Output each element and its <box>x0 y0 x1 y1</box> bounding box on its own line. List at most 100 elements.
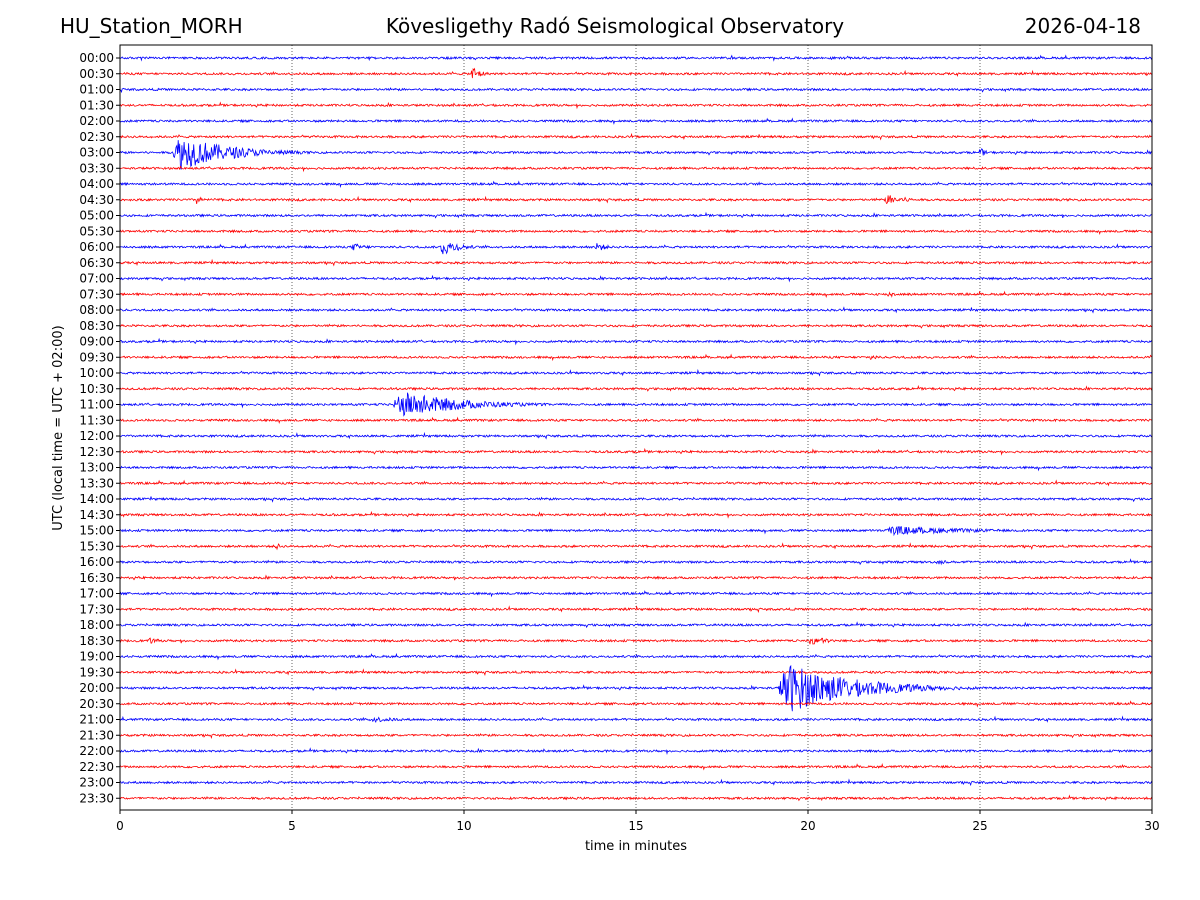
x-tick-label: 25 <box>972 819 987 833</box>
y-tick-label: 03:00 <box>79 146 114 160</box>
trace-2300 <box>119 778 1153 787</box>
trace-1830 <box>119 637 1153 645</box>
x-tick-label: 10 <box>456 819 471 833</box>
trace-1800 <box>119 621 1153 629</box>
y-tick-label: 12:30 <box>79 445 114 459</box>
y-tick-label: 15:30 <box>79 539 114 553</box>
y-tick-label: 06:00 <box>79 240 114 254</box>
trace-1100 <box>119 392 1153 417</box>
y-tick-label: 18:30 <box>79 634 114 648</box>
trace-0930 <box>119 353 1153 362</box>
y-tick-label: 18:00 <box>79 618 114 632</box>
y-tick-label: 02:00 <box>79 114 114 128</box>
trace-0500 <box>119 211 1153 219</box>
trace-2130 <box>119 733 1153 740</box>
y-tick-label: 00:00 <box>79 51 114 65</box>
trace-0530 <box>119 228 1153 236</box>
trace-1030 <box>119 384 1153 392</box>
y-tick-label: 22:30 <box>79 760 114 774</box>
trace-0130 <box>119 101 1153 110</box>
trace-2100 <box>119 715 1153 724</box>
trace-2000 <box>119 664 1153 712</box>
y-tick-label: 16:30 <box>79 571 114 585</box>
y-axis-label: UTC (local time = UTC + 02:00) <box>51 325 66 530</box>
trace-0730 <box>119 290 1153 299</box>
x-axis-label: time in minutes <box>585 839 687 854</box>
station-name: HU_Station_MORH <box>60 14 243 38</box>
y-tick-label: 08:30 <box>79 319 114 333</box>
y-tick-label: 19:30 <box>79 665 114 679</box>
x-tick-label: 0 <box>116 819 124 833</box>
y-tick-label: 20:00 <box>79 681 114 695</box>
trace-1630 <box>119 574 1153 581</box>
trace-0800 <box>119 306 1153 314</box>
y-tick-label: 04:30 <box>79 193 114 207</box>
y-tick-label: 21:00 <box>79 713 114 727</box>
x-axis: 0 5 10 15 20 25 30 <box>116 810 1160 833</box>
trace-0330 <box>119 165 1153 173</box>
trace-0000 <box>119 54 1153 62</box>
trace-1530 <box>120 542 1153 551</box>
y-tick-label: 04:00 <box>79 177 114 191</box>
trace-0900 <box>119 337 1153 346</box>
trace-2330 <box>119 794 1153 802</box>
y-tick-label: 07:30 <box>79 287 114 301</box>
y-tick-label: 14:00 <box>79 492 114 506</box>
trace-2200 <box>119 747 1153 755</box>
trace-2230 <box>119 763 1153 771</box>
y-tick-label: 06:30 <box>79 256 114 270</box>
trace-0830 <box>119 323 1153 329</box>
trace-1930 <box>119 668 1152 676</box>
trace-0230 <box>119 132 1153 141</box>
y-tick-label: 09:30 <box>79 350 114 364</box>
y-tick-label: 15:00 <box>79 524 114 538</box>
y-tick-label: 17:00 <box>79 587 114 601</box>
y-tick-label: 12:00 <box>79 429 114 443</box>
y-tick-label: 23:00 <box>79 776 114 790</box>
trace-1700 <box>119 589 1153 598</box>
y-tick-label: 16:00 <box>79 555 114 569</box>
trace-1300 <box>119 465 1153 472</box>
trace-0100 <box>119 87 1153 94</box>
y-tick-label: 01:00 <box>79 83 114 97</box>
y-tick-label: 11:00 <box>79 398 114 412</box>
y-tick-label: 17:30 <box>79 602 114 616</box>
y-tick-label: 11:30 <box>79 413 114 427</box>
trace-1200 <box>119 431 1153 440</box>
trace-0300 <box>119 140 1153 170</box>
grid-lines <box>291 45 981 810</box>
trace-2030 <box>119 700 1153 708</box>
y-tick-label: 02:30 <box>79 130 114 144</box>
trace-1500 <box>119 525 1153 537</box>
trace-1600 <box>119 558 1153 566</box>
y-tick-label: 10:30 <box>79 382 114 396</box>
y-tick-label: 20:30 <box>79 697 114 711</box>
trace-0200 <box>119 117 1153 125</box>
trace-1000 <box>119 368 1153 377</box>
trace-0430 <box>120 195 1153 205</box>
trace-1330 <box>119 479 1152 487</box>
trace-0700 <box>119 274 1153 283</box>
y-tick-label: 07:00 <box>79 272 114 286</box>
y-tick-label: 21:30 <box>79 728 114 742</box>
y-tick-label: 10:00 <box>79 366 114 380</box>
x-tick-label: 30 <box>1144 819 1159 833</box>
trace-1230 <box>119 447 1153 456</box>
trace-1900 <box>119 652 1153 661</box>
y-tick-label: 14:30 <box>79 508 114 522</box>
y-tick-label: 22:00 <box>79 744 114 758</box>
y-tick-label: 00:30 <box>79 67 114 81</box>
x-tick-label: 15 <box>628 819 643 833</box>
trace-1400 <box>119 496 1153 503</box>
trace-1730 <box>119 605 1153 613</box>
trace-0630 <box>119 258 1153 267</box>
trace-0600 <box>119 243 1153 255</box>
y-tick-label: 03:30 <box>79 161 114 175</box>
y-tick-label: 23:30 <box>79 791 114 805</box>
record-date: 2026-04-18 <box>1024 14 1141 38</box>
trace-1430 <box>119 510 1153 519</box>
x-tick-label: 20 <box>800 819 815 833</box>
trace-0400 <box>119 180 1153 188</box>
y-tick-label: 05:30 <box>79 224 114 238</box>
